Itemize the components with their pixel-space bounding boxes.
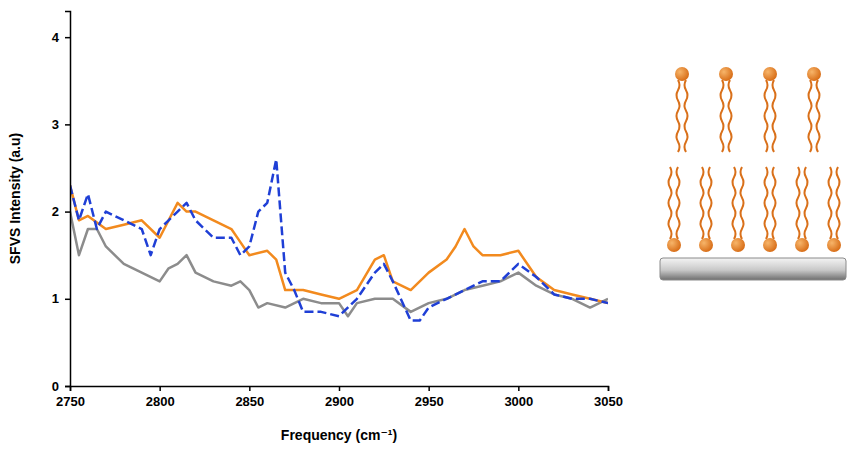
series-line bbox=[70, 159, 608, 320]
lipid-tail bbox=[677, 167, 680, 239]
lipid bbox=[699, 167, 713, 252]
y-tick-label: 4 bbox=[52, 30, 60, 45]
lipid-head bbox=[667, 238, 681, 252]
x-tick: 2750 bbox=[56, 386, 85, 409]
lipid-tail bbox=[709, 167, 712, 239]
x-tick-label: 2900 bbox=[325, 394, 354, 409]
lipid-tail bbox=[829, 167, 832, 239]
x-tick-mark bbox=[339, 386, 341, 391]
lipid-head bbox=[795, 238, 809, 252]
x-tick-mark bbox=[249, 386, 251, 391]
lipid-tail bbox=[809, 80, 812, 152]
lipid-head bbox=[719, 67, 733, 81]
lipid-tail bbox=[837, 167, 840, 239]
lipid-tail bbox=[721, 80, 724, 152]
lipid bbox=[763, 67, 777, 152]
x-tick-mark bbox=[608, 386, 610, 391]
lipid-tail bbox=[701, 167, 704, 239]
lipid-tail bbox=[669, 167, 672, 239]
lipid-head bbox=[807, 67, 821, 81]
x-tick-label: 3000 bbox=[504, 394, 533, 409]
lipid-tail bbox=[773, 167, 776, 239]
lipid bbox=[795, 167, 809, 252]
lipid bbox=[719, 67, 733, 152]
x-tick-mark bbox=[428, 386, 430, 391]
y-tick-mark bbox=[65, 124, 70, 126]
y-tick: 1 bbox=[52, 291, 70, 306]
bilayer-illustration bbox=[660, 67, 846, 280]
lipid-tail bbox=[741, 167, 744, 239]
lipid-head bbox=[763, 67, 777, 81]
series-line bbox=[70, 185, 608, 303]
x-tick: 2950 bbox=[415, 386, 444, 409]
x-tick-mark bbox=[518, 386, 520, 391]
lipid-head bbox=[699, 238, 713, 252]
y-tick: 4 bbox=[52, 30, 70, 45]
x-axis: 2750 2800 2850 2900 2950 3000 3050 bbox=[56, 386, 623, 409]
substrate bbox=[660, 258, 846, 280]
x-tick: 2900 bbox=[325, 386, 354, 409]
lipid bbox=[807, 67, 821, 152]
lipid-tail bbox=[817, 80, 820, 152]
x-tick-label: 3050 bbox=[594, 394, 623, 409]
x-axis-title: Frequency (cm⁻¹) bbox=[281, 427, 397, 443]
x-tick-mark bbox=[159, 386, 161, 391]
y-axis-title: SFVS Intensity (a.u) bbox=[7, 133, 23, 264]
x-tick: 2850 bbox=[235, 386, 264, 409]
y-tick: 2 bbox=[52, 204, 70, 219]
y-axis-line bbox=[65, 12, 71, 387]
y-tick-mark bbox=[65, 37, 70, 39]
lipid bbox=[763, 167, 777, 252]
lipid-tail bbox=[765, 167, 768, 239]
lipid-head bbox=[827, 238, 841, 252]
lipid-head bbox=[675, 67, 689, 81]
lipid bbox=[731, 167, 745, 252]
x-tick-label: 2800 bbox=[146, 394, 175, 409]
y-tick-mark bbox=[65, 299, 70, 301]
x-axis-line bbox=[71, 387, 609, 392]
y-tick-mark bbox=[65, 386, 70, 388]
x-tick: 3000 bbox=[504, 386, 533, 409]
lipid bbox=[675, 67, 689, 152]
x-tick: 3050 bbox=[594, 386, 623, 409]
y-tick-label: 0 bbox=[52, 379, 59, 394]
y-tick-label: 2 bbox=[52, 204, 59, 219]
y-tick: 3 bbox=[52, 117, 70, 132]
y-tick: 0 bbox=[52, 379, 70, 394]
lipid-tail bbox=[765, 80, 768, 152]
x-tick-label: 2750 bbox=[56, 394, 85, 409]
lipid bbox=[667, 167, 681, 252]
lipid bbox=[827, 167, 841, 252]
y-tick-label: 1 bbox=[52, 291, 59, 306]
lipid-tail bbox=[677, 80, 680, 152]
x-tick: 2800 bbox=[146, 386, 175, 409]
plot-area bbox=[70, 159, 608, 320]
lipid-tail bbox=[733, 167, 736, 239]
lipid-tail bbox=[729, 80, 732, 152]
y-tick-label: 3 bbox=[52, 117, 59, 132]
y-tick-mark bbox=[65, 211, 70, 213]
lipid-tail bbox=[797, 167, 800, 239]
y-axis: 0 1 2 3 4 bbox=[52, 12, 71, 394]
lipid-tail bbox=[685, 80, 688, 152]
chart: 2750 2800 2850 2900 2950 3000 3050 0 1 2 3 4 Frequen… bbox=[0, 0, 851, 454]
x-tick-label: 2950 bbox=[415, 394, 444, 409]
lipid-tail bbox=[805, 167, 808, 239]
lipid-tail bbox=[773, 80, 776, 152]
x-tick-label: 2850 bbox=[235, 394, 264, 409]
lipid-head bbox=[731, 238, 745, 252]
lipid-head bbox=[763, 238, 777, 252]
